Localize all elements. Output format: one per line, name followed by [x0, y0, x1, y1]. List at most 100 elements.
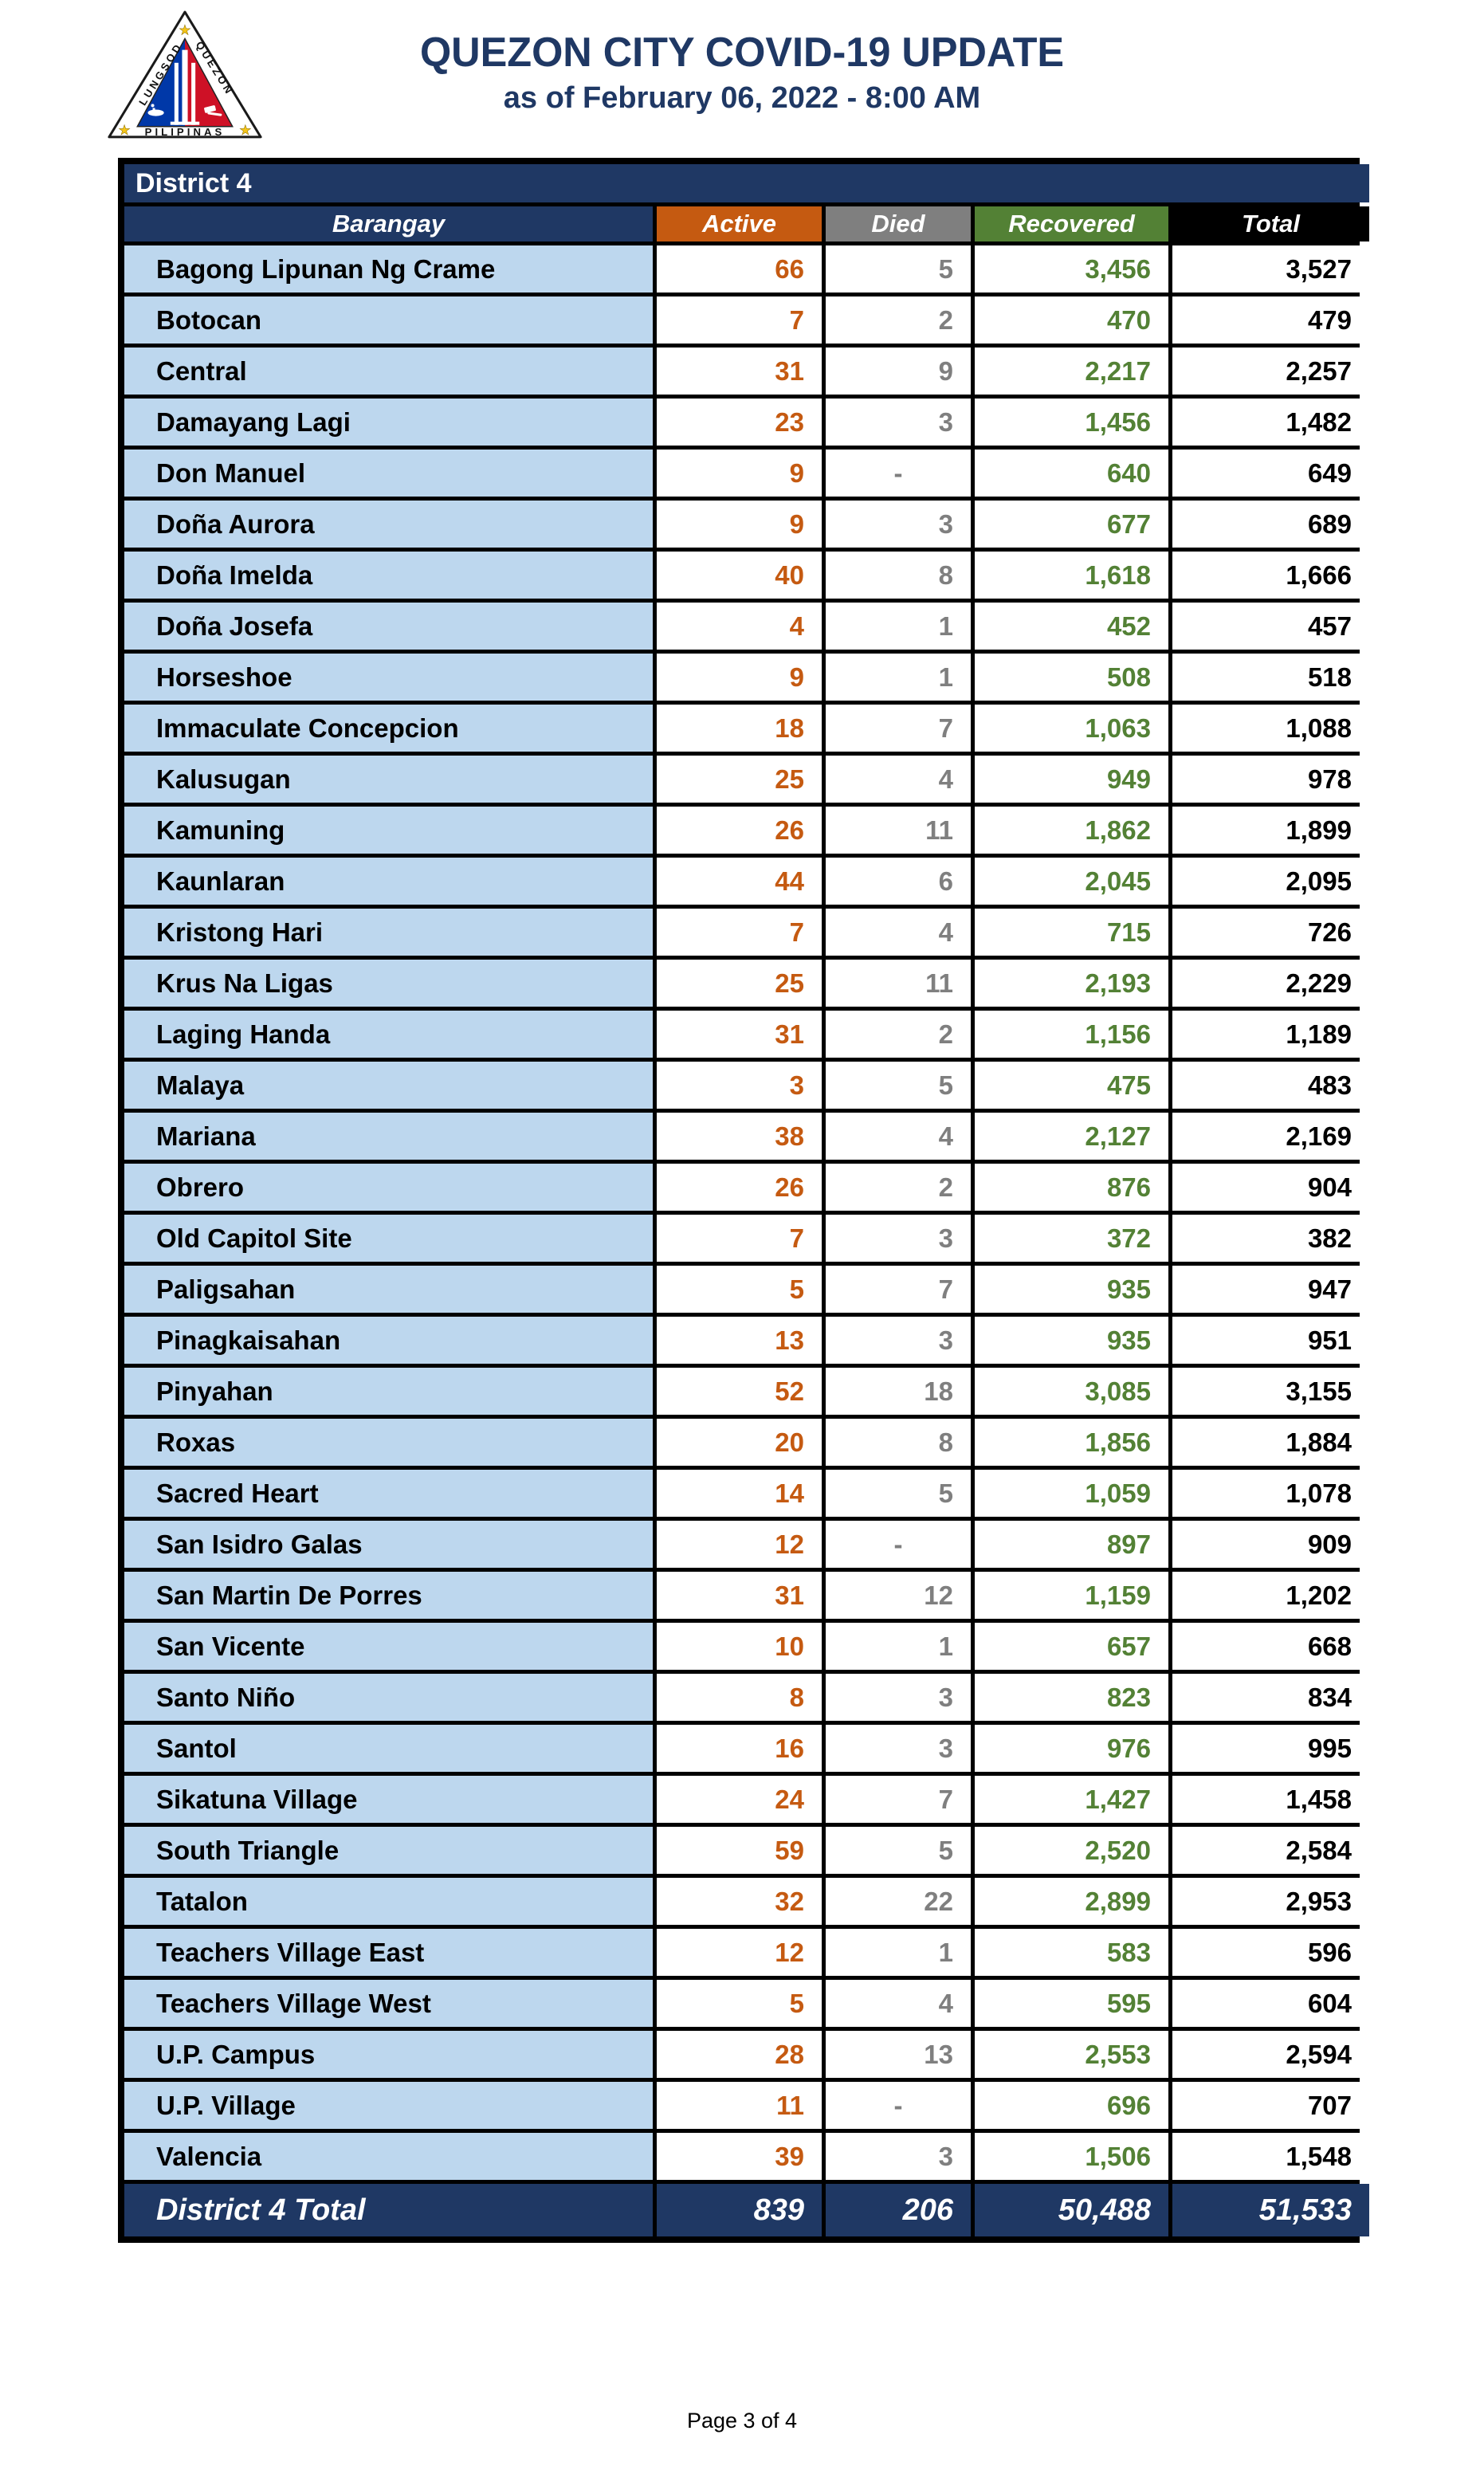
total-cell: 1,548 — [1172, 2133, 1369, 2180]
active-cell: 16 — [657, 1725, 822, 1772]
total-cell: 483 — [1172, 1062, 1369, 1109]
recovered-cell: 1,156 — [975, 1011, 1168, 1058]
died-cell: 12 — [826, 1572, 971, 1619]
died-cell: 1 — [826, 603, 971, 650]
active-cell: 28 — [657, 2031, 822, 2078]
died-cell: - — [826, 2082, 971, 2129]
total-cell: 649 — [1172, 450, 1369, 497]
total-active-cell: 839 — [657, 2184, 822, 2236]
recovered-cell: 2,520 — [975, 1827, 1168, 1874]
died-cell: 4 — [826, 1113, 971, 1160]
recovered-cell: 935 — [975, 1317, 1168, 1364]
total-cell: 1,189 — [1172, 1011, 1369, 1058]
barangay-cell: Horseshoe — [124, 654, 653, 701]
total-recovered-cell: 50,488 — [975, 2184, 1168, 2236]
died-cell: - — [826, 1521, 971, 1568]
active-cell: 26 — [657, 1164, 822, 1211]
column-header-total: Total — [1172, 206, 1369, 241]
active-cell: 32 — [657, 1878, 822, 1925]
died-cell: 3 — [826, 1317, 971, 1364]
active-cell: 38 — [657, 1113, 822, 1160]
died-cell: 7 — [826, 1266, 971, 1313]
recovered-cell: 470 — [975, 296, 1168, 344]
total-cell: 457 — [1172, 603, 1369, 650]
recovered-cell: 1,506 — [975, 2133, 1168, 2180]
barangay-cell: Kalusugan — [124, 756, 653, 803]
active-cell: 5 — [657, 1980, 822, 2027]
total-cell: 1,458 — [1172, 1776, 1369, 1823]
total-cell: 951 — [1172, 1317, 1369, 1364]
monument-icon — [182, 49, 188, 125]
died-cell: 7 — [826, 1776, 971, 1823]
died-cell: - — [826, 450, 971, 497]
barangay-cell: South Triangle — [124, 1827, 653, 1874]
active-cell: 31 — [657, 1572, 822, 1619]
recovered-cell: 976 — [975, 1725, 1168, 1772]
total-died-cell: 206 — [826, 2184, 971, 2236]
column-header-recovered: Recovered — [975, 206, 1168, 241]
barangay-cell: Kaunlaran — [124, 858, 653, 905]
died-cell: 4 — [826, 756, 971, 803]
died-cell: 7 — [826, 705, 971, 752]
recovered-cell: 595 — [975, 1980, 1168, 2027]
barangay-cell: Doña Josefa — [124, 603, 653, 650]
died-cell: 5 — [826, 1062, 971, 1109]
died-cell: 3 — [826, 399, 971, 446]
recovered-cell: 1,063 — [975, 705, 1168, 752]
barangay-cell: Santo Niño — [124, 1674, 653, 1721]
active-cell: 7 — [657, 1215, 822, 1262]
barangay-cell: Central — [124, 348, 653, 395]
recovered-cell: 897 — [975, 1521, 1168, 1568]
total-cell: 1,666 — [1172, 552, 1369, 599]
covid-table: District 4 Barangay Active Died Recovere… — [118, 158, 1369, 2243]
active-cell: 26 — [657, 807, 822, 854]
active-cell: 12 — [657, 1521, 822, 1568]
active-cell: 18 — [657, 705, 822, 752]
barangay-cell: U.P. Village — [124, 2082, 653, 2129]
recovered-cell: 1,427 — [975, 1776, 1168, 1823]
barangay-cell: Kristong Hari — [124, 909, 653, 956]
active-cell: 9 — [657, 501, 822, 548]
star-icon: ★ — [239, 122, 251, 138]
recovered-cell: 3,456 — [975, 245, 1168, 293]
recovered-cell: 452 — [975, 603, 1168, 650]
recovered-cell: 935 — [975, 1266, 1168, 1313]
recovered-cell: 372 — [975, 1215, 1168, 1262]
quezon-city-seal-logo: ★ ★ ★ LUNGSOD QUEZON PILIPINAS — [108, 10, 262, 139]
barangay-cell: Bagong Lipunan Ng Crame — [124, 245, 653, 293]
died-cell: 22 — [826, 1878, 971, 1925]
total-cell: 1,899 — [1172, 807, 1369, 854]
recovered-cell: 876 — [975, 1164, 1168, 1211]
recovered-cell: 823 — [975, 1674, 1168, 1721]
column-header-died: Died — [826, 206, 971, 241]
total-cell: 3,155 — [1172, 1368, 1369, 1415]
barangay-cell: Tatalon — [124, 1878, 653, 1925]
died-cell: 6 — [826, 858, 971, 905]
barangay-cell: Obrero — [124, 1164, 653, 1211]
total-cell: 1,482 — [1172, 399, 1369, 446]
died-cell: 3 — [826, 501, 971, 548]
recovered-cell: 2,899 — [975, 1878, 1168, 1925]
total-cell: 2,169 — [1172, 1113, 1369, 1160]
died-cell: 5 — [826, 1470, 971, 1517]
total-cell: 668 — [1172, 1623, 1369, 1670]
recovered-cell: 1,862 — [975, 807, 1168, 854]
active-cell: 24 — [657, 1776, 822, 1823]
died-cell: 5 — [826, 245, 971, 293]
barangay-cell: Mariana — [124, 1113, 653, 1160]
column-header-active: Active — [657, 206, 822, 241]
active-cell: 40 — [657, 552, 822, 599]
total-cell: 1,202 — [1172, 1572, 1369, 1619]
barangay-cell: Sikatuna Village — [124, 1776, 653, 1823]
total-cell: 604 — [1172, 1980, 1369, 2027]
died-cell: 3 — [826, 1674, 971, 1721]
active-cell: 12 — [657, 1929, 822, 1976]
total-cell: 518 — [1172, 654, 1369, 701]
died-cell: 18 — [826, 1368, 971, 1415]
active-cell: 23 — [657, 399, 822, 446]
barangay-cell: Immaculate Concepcion — [124, 705, 653, 752]
total-cell: 1,088 — [1172, 705, 1369, 752]
barangay-cell: Santol — [124, 1725, 653, 1772]
total-cell: 3,527 — [1172, 245, 1369, 293]
died-cell: 13 — [826, 2031, 971, 2078]
